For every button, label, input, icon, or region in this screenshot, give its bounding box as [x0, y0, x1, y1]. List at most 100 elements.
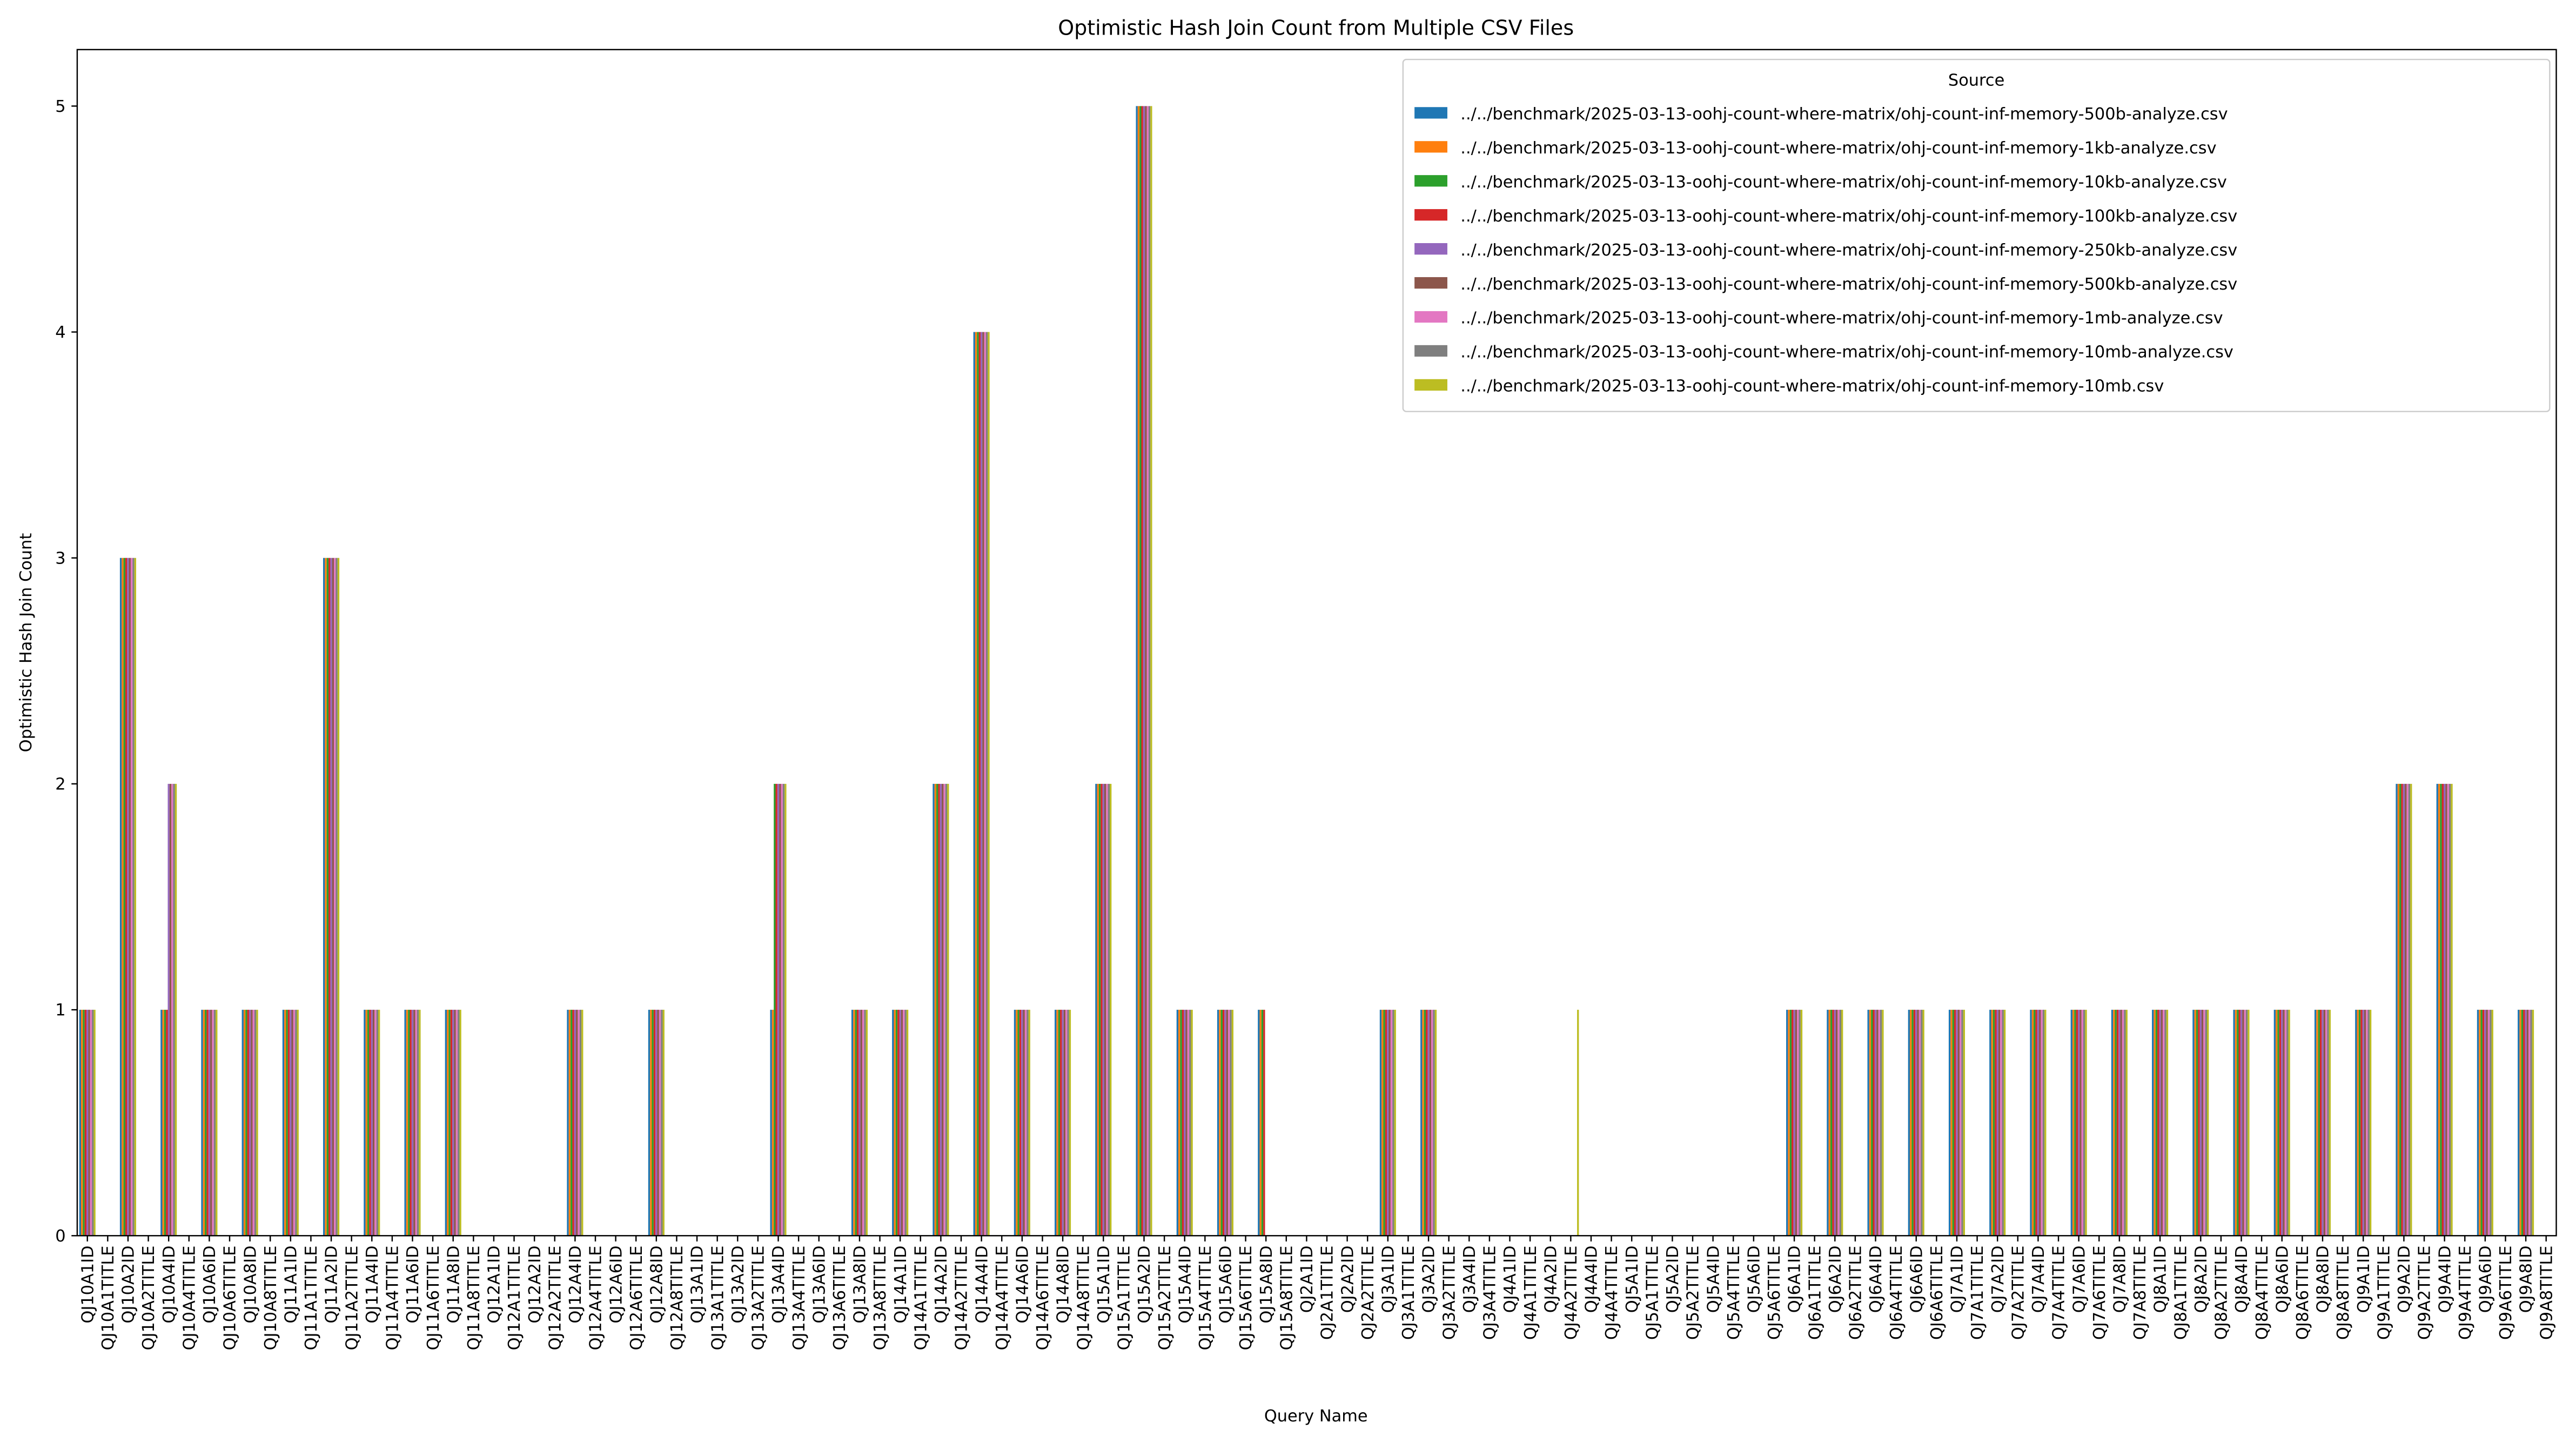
plot-frame [76, 49, 2557, 1237]
x-tick-label: QJ10A4ID [160, 1246, 179, 1324]
bar [2248, 1010, 2250, 1236]
bar [571, 1010, 573, 1236]
bar [936, 783, 938, 1236]
bar [1799, 1010, 1801, 1236]
bar [947, 783, 949, 1236]
x-tick-label: QJ13A6TITLE [830, 1246, 849, 1351]
x-tick-label: QJ7A6ID [2070, 1246, 2089, 1313]
legend-box [1402, 58, 2551, 412]
bar [122, 558, 124, 1236]
bar [1800, 1010, 1803, 1236]
bar [203, 1010, 205, 1236]
x-tick-label: QJ12A2ID [526, 1246, 545, 1324]
bar [291, 1010, 293, 1236]
bar [88, 1010, 90, 1236]
bar [83, 1010, 85, 1236]
bar [2041, 1010, 2043, 1236]
bar [2518, 1010, 2520, 1236]
bar [1108, 783, 1110, 1236]
bar [2519, 1010, 2521, 1236]
bar [1101, 783, 1103, 1236]
bar [205, 1010, 207, 1236]
bar [367, 1010, 370, 1236]
x-tick-label: QJ13A6ID [810, 1246, 829, 1324]
bar [365, 1010, 367, 1236]
x-tick-label: QJ13A2ID [729, 1246, 748, 1324]
legend-label: ../../benchmark/2025-03-13-oohj-count-wh… [1460, 377, 2164, 396]
x-tick-label: QJ15A4ID [1176, 1246, 1195, 1324]
bar [1577, 1010, 1579, 1236]
bar [2273, 1010, 2276, 1236]
bar [376, 1010, 378, 1236]
bar [2042, 1010, 2045, 1236]
bar [576, 1010, 578, 1236]
bar [458, 1010, 460, 1236]
bar [208, 1010, 211, 1236]
bar [2325, 1010, 2327, 1236]
y-tick-label: 4 [55, 323, 65, 342]
bar [254, 1010, 257, 1236]
bar [450, 1010, 453, 1236]
x-tick-label: QJ10A2TITLE [139, 1246, 158, 1351]
bar [568, 1010, 571, 1236]
x-tick-label: QJ10A4TITLE [180, 1246, 199, 1351]
bar [2397, 783, 2400, 1236]
bar [2526, 1010, 2529, 1236]
bar [2281, 1010, 2283, 1236]
bar [2530, 1010, 2532, 1236]
bar [1998, 1010, 2001, 1236]
bar [1220, 1010, 1223, 1236]
x-tick-label: QJ6A6ID [1907, 1246, 1926, 1313]
bar [2525, 1010, 2527, 1236]
bar [938, 783, 940, 1236]
bar [1424, 1010, 1426, 1236]
bar [659, 1010, 661, 1236]
x-tick-label: QJ6A1TITLE [1806, 1246, 1824, 1340]
bar [1834, 1010, 1836, 1236]
bar [2125, 1010, 2128, 1236]
bar [2319, 1010, 2322, 1236]
bar [2240, 1010, 2243, 1236]
x-tick-label: QJ4A1ID [1501, 1246, 1520, 1313]
bar [213, 1010, 216, 1236]
bar [1954, 1010, 1956, 1236]
bar [1918, 1010, 1921, 1236]
bar [2245, 1010, 2248, 1236]
bar [774, 783, 776, 1236]
x-tick-label: QJ5A1TITLE [1643, 1246, 1662, 1340]
bar [2288, 1010, 2290, 1236]
legend-swatch [1414, 243, 1447, 255]
bar [1150, 106, 1152, 1236]
x-tick-label: QJ14A8ID [1054, 1246, 1073, 1324]
bar [1871, 1010, 1873, 1236]
x-tick-label: QJ10A1TITLE [99, 1246, 118, 1351]
bar [2037, 1010, 2040, 1236]
legend-label: ../../benchmark/2025-03-13-oohj-count-wh… [1460, 105, 2228, 124]
bar [1993, 1010, 1995, 1236]
bar [653, 1010, 656, 1236]
bar [2279, 1010, 2282, 1236]
bar [858, 1010, 861, 1236]
bar [2284, 1010, 2287, 1236]
x-tick-label: QJ13A2TITLE [749, 1246, 768, 1351]
bar [2000, 1010, 2002, 1236]
bar [411, 1010, 414, 1236]
bar [1098, 783, 1101, 1236]
x-tick-label: QJ9A1ID [2354, 1246, 2373, 1313]
bar [1427, 1010, 1430, 1236]
x-tick-label: QJ9A6TITLE [2497, 1246, 2515, 1340]
bar [2366, 1010, 2368, 1236]
bar [337, 558, 340, 1236]
bar [862, 1010, 864, 1236]
x-tick-label: QJ13A1ID [688, 1246, 707, 1324]
bar [1434, 1010, 1437, 1236]
x-tick-label: QJ12A8ID [647, 1246, 666, 1324]
x-tick-label: QJ2A2TITLE [1359, 1246, 1378, 1340]
bar [2242, 1010, 2244, 1236]
bar [2482, 1010, 2485, 1236]
y-axis-label: Optimistic Hash Join Count [17, 533, 36, 753]
bar [1952, 1010, 1954, 1236]
bar [1835, 1010, 1838, 1236]
bar [410, 1010, 412, 1236]
legend-label: ../../benchmark/2025-03-13-oohj-count-wh… [1460, 207, 2237, 226]
